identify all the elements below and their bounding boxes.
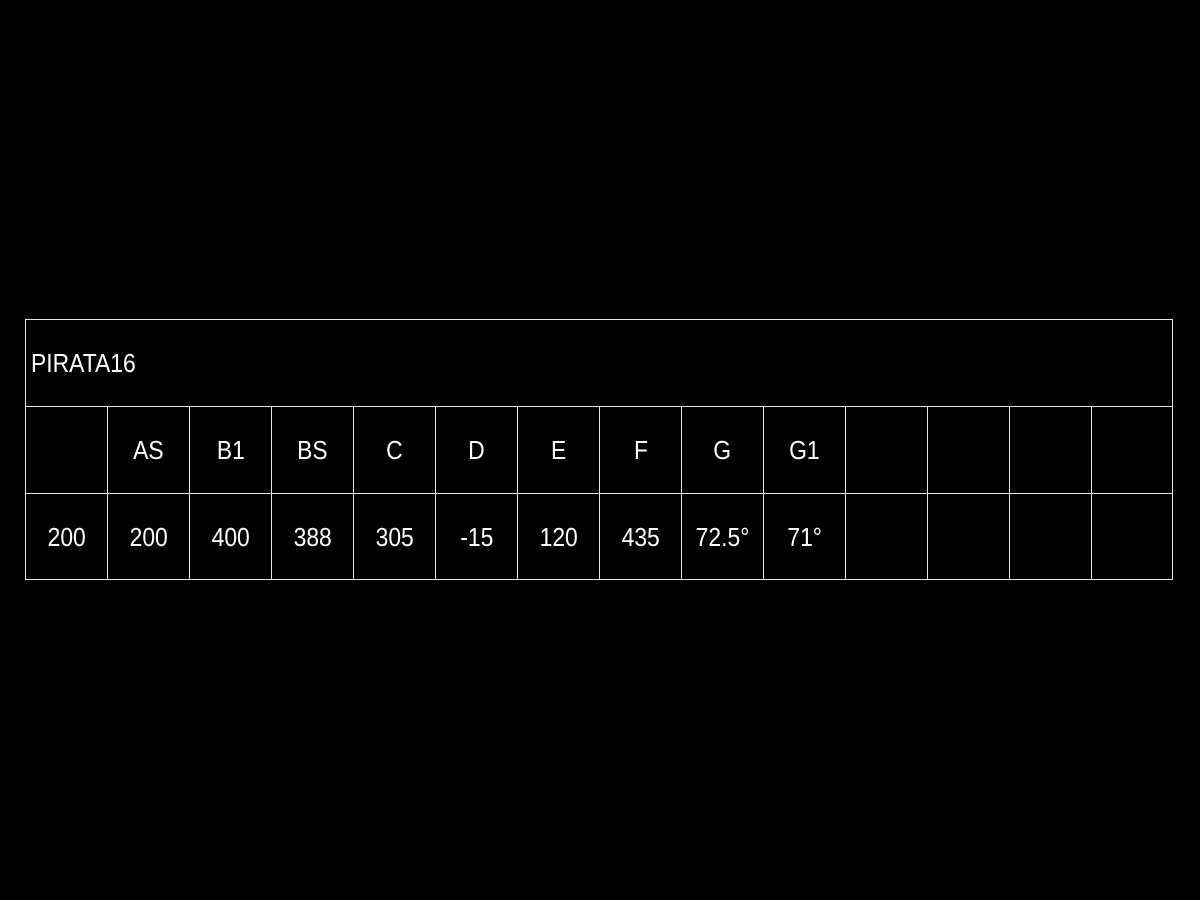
value-text: 71° [787, 521, 822, 552]
header-cell [846, 407, 928, 493]
header-text: AS [133, 434, 164, 465]
value-cell: 388 [272, 494, 354, 580]
value-cell [1092, 494, 1172, 580]
header-cell: F [600, 407, 682, 493]
value-cell [1010, 494, 1092, 580]
title-row: PIRATA16 [26, 320, 1172, 407]
header-text: B1 [216, 434, 245, 465]
value-text: 200 [47, 521, 86, 552]
header-cell: BS [272, 407, 354, 493]
value-text: 305 [375, 521, 414, 552]
header-text: D [468, 434, 485, 465]
header-cell [1092, 407, 1172, 493]
value-text: 200 [129, 521, 168, 552]
value-cell: 400 [190, 494, 272, 580]
value-text: -15 [459, 521, 494, 552]
value-cell [928, 494, 1010, 580]
header-text: E [550, 434, 567, 465]
value-row: 200 200 400 388 305 -15 120 435 72.5° 71° [26, 494, 1172, 580]
header-cell: E [518, 407, 600, 493]
header-cell: AS [108, 407, 190, 493]
value-cell: 200 [108, 494, 190, 580]
value-text: 388 [293, 521, 332, 552]
header-cell [26, 407, 108, 493]
header-text: G1 [789, 434, 820, 465]
header-cell [1010, 407, 1092, 493]
value-text: 120 [539, 521, 578, 552]
header-cell [928, 407, 1010, 493]
header-text: C [386, 434, 403, 465]
value-cell: 305 [354, 494, 436, 580]
value-cell [846, 494, 928, 580]
value-text: 72.5° [695, 521, 750, 552]
dimension-table: PIRATA16 AS B1 BS C D E F G G1 200 200 400 388 305 -1… [25, 319, 1173, 580]
header-row: AS B1 BS C D E F G G1 [26, 407, 1172, 494]
value-cell: 200 [26, 494, 108, 580]
header-cell: B1 [190, 407, 272, 493]
header-cell: G [682, 407, 764, 493]
header-cell: C [354, 407, 436, 493]
table-title: PIRATA16 [31, 348, 136, 378]
header-text: BS [297, 434, 328, 465]
value-cell: 120 [518, 494, 600, 580]
value-text: 435 [621, 521, 660, 552]
header-text: F [633, 434, 648, 465]
header-text: G [713, 434, 732, 465]
value-cell: 72.5° [682, 494, 764, 580]
value-cell: 435 [600, 494, 682, 580]
value-cell: 71° [764, 494, 846, 580]
value-text: 400 [211, 521, 250, 552]
value-cell: -15 [436, 494, 518, 580]
header-cell: D [436, 407, 518, 493]
header-cell: G1 [764, 407, 846, 493]
